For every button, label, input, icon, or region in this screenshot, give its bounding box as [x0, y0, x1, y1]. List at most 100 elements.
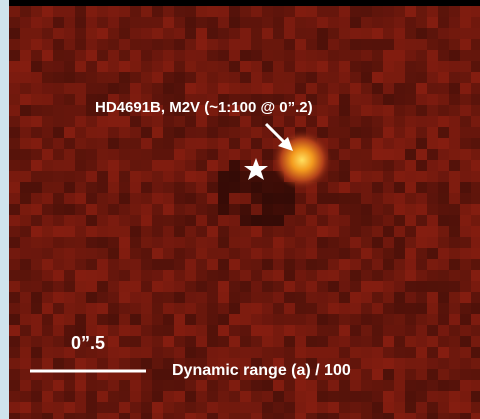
- noise-pixel: [163, 226, 174, 237]
- noise-pixel: [405, 413, 416, 419]
- noise-pixel: [394, 72, 405, 83]
- noise-pixel: [9, 28, 20, 39]
- noise-pixel: [64, 380, 75, 391]
- noise-pixel: [251, 72, 262, 83]
- noise-pixel: [185, 270, 196, 281]
- noise-pixel: [328, 347, 339, 358]
- noise-pixel: [31, 17, 42, 28]
- noise-pixel: [427, 391, 438, 402]
- noise-pixel: [218, 347, 229, 358]
- noise-pixel: [427, 369, 438, 380]
- noise-pixel: [163, 61, 174, 72]
- noise-pixel: [273, 72, 284, 83]
- noise-pixel: [97, 270, 108, 281]
- noise-pixel: [284, 28, 295, 39]
- noise-pixel: [438, 270, 449, 281]
- noise-pixel: [31, 413, 42, 419]
- noise-pixel: [460, 171, 471, 182]
- noise-pixel: [251, 17, 262, 28]
- noise-pixel: [295, 83, 306, 94]
- noise-pixel: [152, 292, 163, 303]
- noise-pixel: [9, 358, 20, 369]
- noise-pixel: [185, 380, 196, 391]
- noise-pixel: [328, 116, 339, 127]
- noise-pixel: [361, 270, 372, 281]
- noise-pixel: [394, 94, 405, 105]
- noise-pixel: [218, 61, 229, 72]
- noise-pixel: [471, 105, 480, 116]
- noise-pixel: [207, 270, 218, 281]
- noise-pixel: [75, 402, 86, 413]
- noise-pixel: [460, 204, 471, 215]
- noise-pixel: [339, 380, 350, 391]
- noise-pixel: [405, 347, 416, 358]
- noise-pixel: [86, 226, 97, 237]
- noise-pixel: [196, 391, 207, 402]
- noise-pixel: [460, 28, 471, 39]
- noise-pixel: [75, 83, 86, 94]
- noise-pixel: [350, 105, 361, 116]
- noise-pixel: [185, 325, 196, 336]
- noise-pixel: [405, 127, 416, 138]
- noise-pixel: [383, 248, 394, 259]
- noise-pixel: [284, 50, 295, 61]
- noise-pixel: [306, 17, 317, 28]
- noise-pixel: [284, 314, 295, 325]
- noise-pixel: [141, 204, 152, 215]
- noise-pixel: [163, 116, 174, 127]
- noise-pixel: [284, 237, 295, 248]
- noise-pixel: [152, 149, 163, 160]
- noise-pixel: [207, 391, 218, 402]
- noise-pixel: [449, 105, 460, 116]
- noise-pixel: [372, 204, 383, 215]
- noise-pixel: [97, 28, 108, 39]
- noise-pixel: [20, 292, 31, 303]
- noise-pixel: [295, 237, 306, 248]
- noise-pixel: [405, 39, 416, 50]
- noise-pixel: [141, 314, 152, 325]
- noise-pixel: [229, 380, 240, 391]
- noise-pixel: [64, 237, 75, 248]
- noise-pixel: [460, 369, 471, 380]
- noise-pixel: [229, 402, 240, 413]
- noise-pixel: [64, 182, 75, 193]
- noise-pixel: [218, 50, 229, 61]
- noise-pixel: [185, 204, 196, 215]
- noise-pixel: [427, 215, 438, 226]
- noise-pixel: [449, 61, 460, 72]
- noise-pixel: [427, 292, 438, 303]
- noise-pixel: [438, 413, 449, 419]
- noise-pixel: [64, 314, 75, 325]
- noise-pixel: [141, 138, 152, 149]
- noise-pixel: [130, 6, 141, 17]
- noise-pixel: [64, 6, 75, 17]
- noise-pixel: [328, 17, 339, 28]
- noise-pixel: [53, 83, 64, 94]
- noise-pixel: [152, 17, 163, 28]
- noise-pixel: [174, 72, 185, 83]
- noise-pixel: [75, 380, 86, 391]
- noise-pixel: [328, 39, 339, 50]
- noise-pixel: [427, 402, 438, 413]
- noise-pixel: [438, 61, 449, 72]
- noise-pixel: [416, 314, 427, 325]
- noise-pixel: [438, 215, 449, 226]
- noise-pixel: [328, 138, 339, 149]
- noise-pixel: [361, 182, 372, 193]
- noise-pixel: [317, 413, 328, 419]
- noise-pixel: [438, 105, 449, 116]
- noise-pixel: [218, 171, 229, 182]
- noise-pixel: [471, 259, 480, 270]
- noise-pixel: [31, 391, 42, 402]
- noise-pixel: [405, 83, 416, 94]
- noise-pixel: [141, 39, 152, 50]
- noise-pixel: [405, 17, 416, 28]
- noise-pixel: [108, 292, 119, 303]
- noise-pixel: [64, 116, 75, 127]
- noise-pixel: [152, 336, 163, 347]
- noise-pixel: [75, 160, 86, 171]
- noise-pixel: [350, 204, 361, 215]
- noise-pixel: [306, 259, 317, 270]
- noise-pixel: [372, 281, 383, 292]
- noise-pixel: [460, 248, 471, 259]
